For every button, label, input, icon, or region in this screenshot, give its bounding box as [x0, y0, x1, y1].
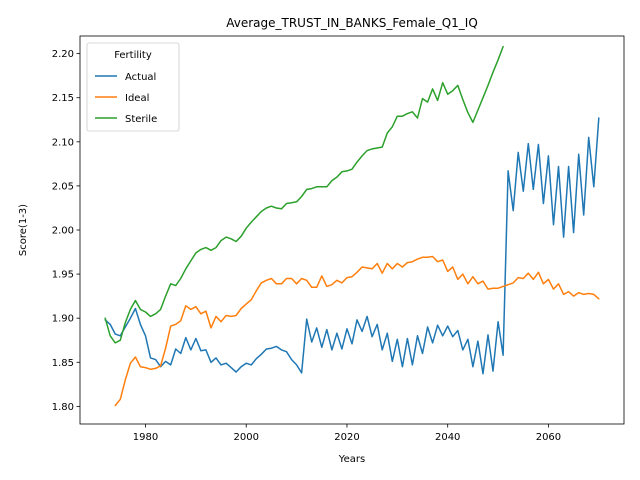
- y-tick-label: 1.95: [52, 270, 74, 281]
- y-tick-label: 1.90: [52, 314, 74, 325]
- x-axis-label: Years: [338, 454, 365, 465]
- series-layer: [104, 45, 600, 407]
- x-tick-label: 2040: [435, 432, 460, 443]
- series-line-sterile: [104, 45, 504, 344]
- x-tick-label: 2060: [536, 432, 561, 443]
- x-axis: 1980 2000 2020 2040 2060: [133, 424, 561, 443]
- chart-title: Average_TRUST_IN_BANKS_Female_Q1_IQ: [226, 16, 478, 30]
- x-tick-label: 2020: [334, 432, 359, 443]
- y-tick-label: 2.10: [52, 137, 74, 148]
- y-tick-label: 2.20: [52, 49, 74, 60]
- legend-label-actual: Actual: [125, 72, 156, 83]
- y-axis: 1.80 1.85 1.90 1.95 2.00 2.05 2.10 2.15 2.20: [52, 49, 80, 413]
- legend-label-ideal: Ideal: [125, 93, 149, 104]
- x-tick-label: 2000: [233, 432, 258, 443]
- legend-box: [86, 42, 180, 132]
- series-line-ideal: [114, 255, 600, 407]
- y-tick-label: 2.15: [52, 93, 74, 104]
- y-tick-label: 2.00: [52, 226, 74, 237]
- legend-title: Fertility: [114, 50, 152, 61]
- series-line-actual: [104, 117, 600, 375]
- y-tick-label: 2.05: [52, 181, 74, 192]
- y-tick-label: 1.85: [52, 358, 74, 369]
- x-tick-label: 1980: [133, 432, 158, 443]
- legend-label-sterile: Sterile: [125, 114, 157, 125]
- y-tick-label: 1.80: [52, 402, 74, 413]
- legend: Fertility Actual Ideal Sterile: [86, 42, 180, 132]
- y-axis-label: Score(1-3): [18, 204, 29, 256]
